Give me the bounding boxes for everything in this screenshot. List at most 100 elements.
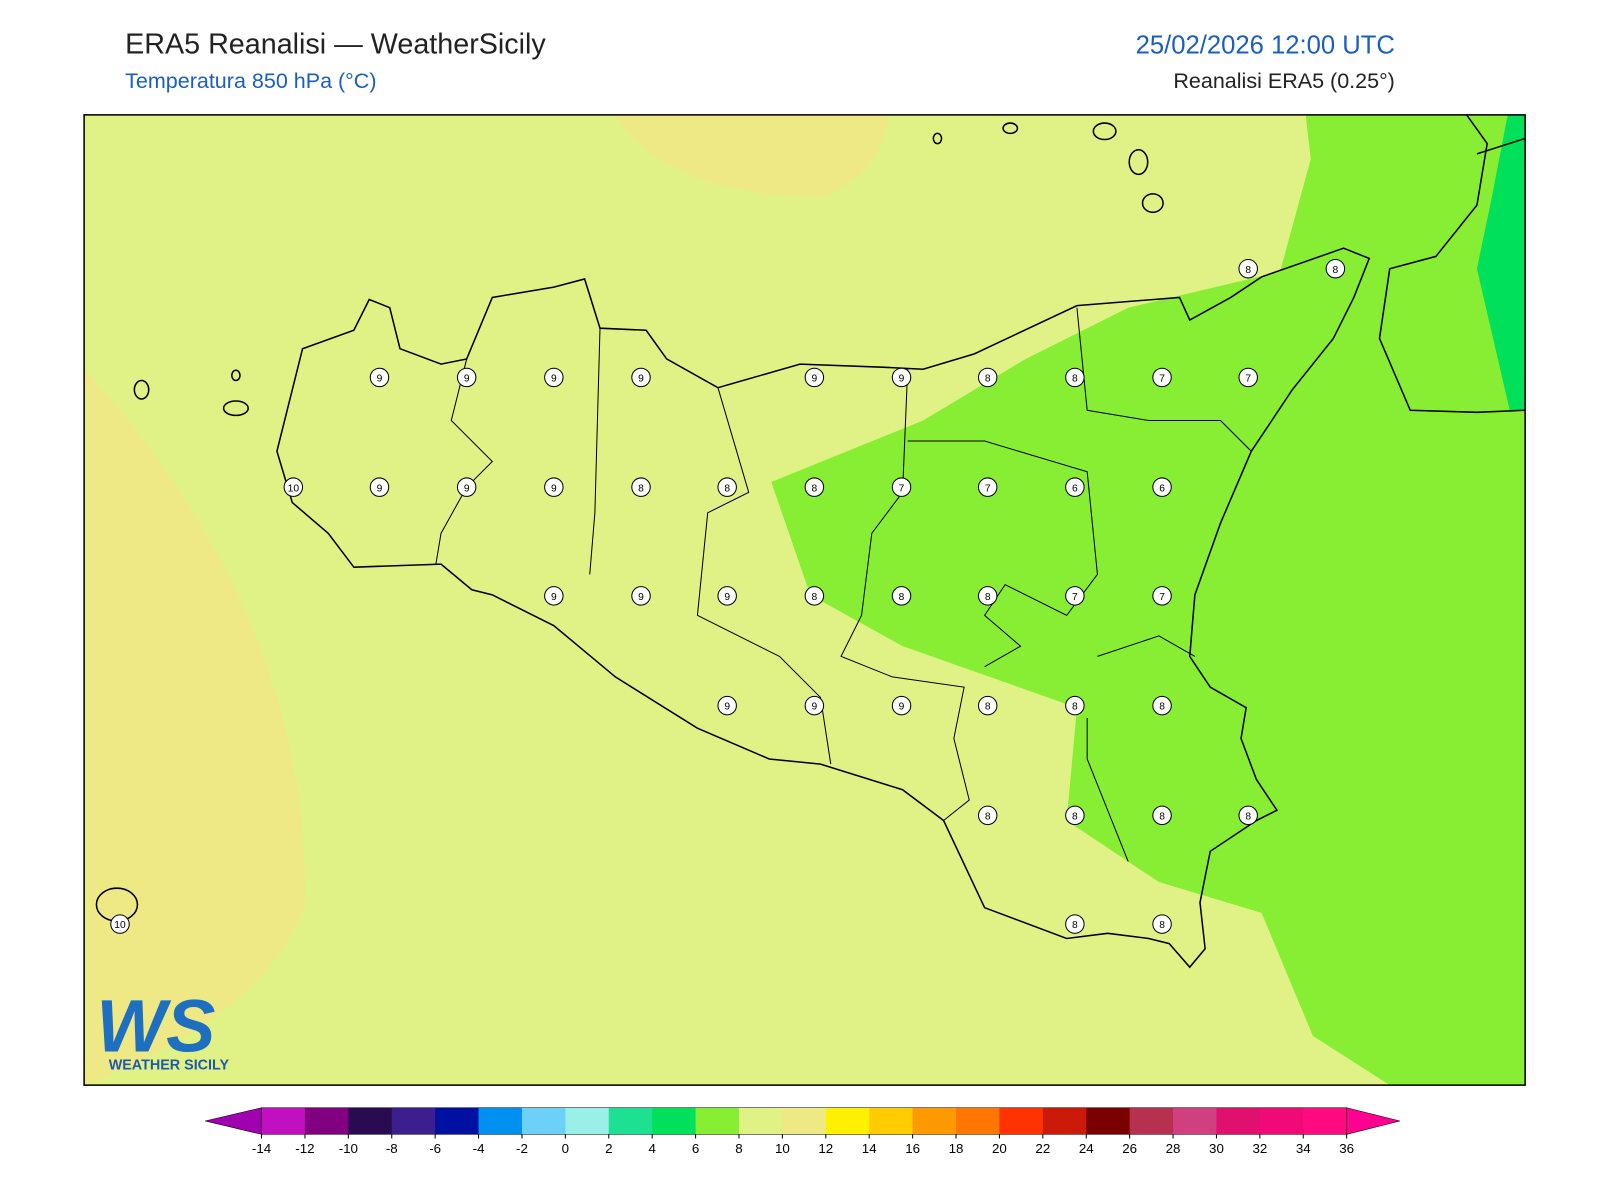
station-marker [631,586,651,606]
station-value: 10 [114,920,126,931]
station-value: 9 [551,483,557,494]
colorbar-tick-label: 10 [775,1141,790,1156]
station-value: 7 [1159,592,1165,603]
station-marker [1152,695,1172,716]
station-value: 8 [1159,811,1165,822]
station-value: 8 [1072,702,1078,713]
title: ERA5 Reanalisi — WeatherSicily [125,28,546,60]
field-4-6 [1476,114,1526,411]
colorbar-tick-label: 24 [1079,1141,1094,1156]
station-marker [456,477,477,497]
calabria-coast [1378,114,1526,414]
station-value: 6 [1159,483,1165,494]
colorbar-box [435,1107,480,1135]
colorbar-tick-label: 30 [1209,1141,1224,1156]
colorbar: -14 -12 -10 -8 -6 -4 -2 0 2 4 6 8 10 12 14 16 18 20 22 24 26… [205,1107,1401,1156]
colorbar-box [304,1107,349,1135]
colorbar-tick-label: -8 [386,1141,398,1156]
logo-text: WEATHER SICILY [109,1058,230,1074]
colorbar-under [205,1107,262,1135]
station-marker [1065,367,1085,388]
station-value: 7 [1245,374,1251,385]
station-value: 8 [1072,811,1078,822]
field-10-12 [84,369,306,1086]
colorbar-box [912,1107,957,1135]
colorbar-tick-label: -2 [516,1141,528,1156]
colorbar-box [391,1107,436,1135]
station-value: 8 [1159,702,1165,713]
station-value: 7 [1159,374,1165,385]
station-marker [977,695,998,716]
colorbar-box [1259,1107,1304,1135]
colorbar-tick-label: 32 [1252,1141,1267,1156]
station-value: 8 [1159,920,1165,931]
station-marker [1152,805,1172,826]
station-value: 9 [724,592,730,603]
station-marker [1065,477,1085,497]
station-value: 9 [724,702,730,713]
station-marker [891,367,912,388]
station-marker [544,586,564,606]
station-marker [891,695,912,716]
colorbar-tick-label: 6 [692,1141,699,1156]
colorbar-box [478,1107,523,1135]
station-value: 8 [724,483,730,494]
colorbar-tick-label: -12 [295,1141,314,1156]
station-layer: 8 8 9 9 9 9 9 9 8 8 7 7 10 9 9 9 8 8 8 7 7 6 6 9 9 9 8 8 8 7 7 9 9 9 8 8 8 8 8… [110,258,1346,934]
colorbar-over [1346,1107,1401,1135]
colorbar-tick-label: 4 [648,1141,656,1156]
station-value: 7 [899,483,905,494]
source: Reanalisi ERA5 (0.25°) [1173,69,1394,93]
station-marker [369,367,390,388]
colorbar-box [1129,1107,1174,1135]
colorbar-box [1216,1107,1261,1135]
station-marker [631,367,651,388]
station-value: 9 [638,374,644,385]
colorbar-tick-label: 16 [905,1141,920,1156]
station-marker [1238,367,1258,388]
colorbar-tick-label: 14 [862,1141,877,1156]
colorbar-tick-label: 18 [949,1141,964,1156]
station-value: 9 [638,592,644,603]
colorbar-frame [261,1107,1347,1135]
colorbar-box [1173,1107,1217,1135]
station-value: 10 [288,483,300,494]
colorbar-box [565,1107,610,1135]
station-value: 9 [377,374,383,385]
station-value: 7 [985,483,991,494]
station-value: 9 [464,374,470,385]
colorbar-box [956,1107,1000,1135]
station-marker [1065,695,1085,716]
station-value: 9 [551,592,557,603]
colorbar-box [652,1107,697,1135]
station-value: 9 [812,702,818,713]
station-marker [977,805,998,826]
colorbar-tick-label: 8 [735,1141,742,1156]
colorbar-box [608,1107,653,1135]
logo-mark: WS [96,984,215,1067]
datetime: 25/02/2026 12:00 UTC [1136,31,1395,59]
colorbar-tick-label: 0 [562,1141,569,1156]
station-marker [804,367,825,388]
station-marker [1152,367,1172,388]
station-marker [1238,258,1258,279]
station-value: 8 [1245,265,1251,276]
station-marker [977,477,998,497]
station-marker [1152,586,1172,606]
station-value: 8 [1072,920,1078,931]
station-marker [544,477,564,497]
colorbar-tick-label: -10 [339,1141,358,1156]
colorbar-tick-label: 22 [1035,1141,1050,1156]
station-value: 8 [985,702,991,713]
station-marker [717,477,737,497]
station-marker [717,695,737,716]
colorbar-box [348,1107,393,1135]
colorbar-box [825,1107,870,1135]
colorbar-tick-label: 26 [1122,1141,1137,1156]
station-marker [1238,805,1258,826]
station-value: 9 [899,702,905,713]
colorbar-box [521,1107,566,1135]
station-value: 8 [899,592,905,603]
